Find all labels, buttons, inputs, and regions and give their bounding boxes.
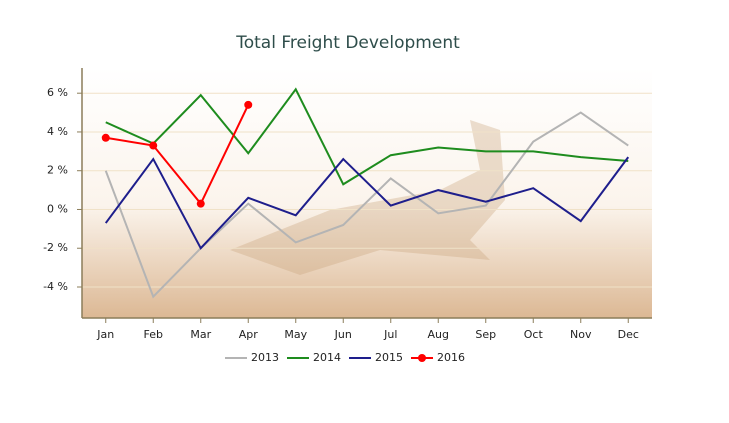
x-tick-label: May [284,328,307,341]
series-line [104,156,630,250]
y-tick-label: 2 % [47,164,68,177]
series-line [105,87,629,186]
x-tick-label: Aug [428,328,449,341]
series-line [105,104,250,206]
x-tick-label: Jun [334,328,352,341]
x-tick-label: Apr [239,328,259,341]
x-tick-label: Dec [618,328,639,341]
legend-label: 2013 [251,351,279,364]
series-line [104,111,629,299]
legend-label: 2016 [437,351,465,364]
y-tick-label: 0 % [47,202,68,215]
legend-marker [418,354,426,362]
x-tick-label: Jan [96,328,114,341]
x-tick-label: Oct [524,328,544,341]
chart-title: Total Freight Development [235,33,460,53]
y-tick-label: -4 % [43,280,68,293]
data-point [149,141,158,150]
y-tick-label: 4 % [47,125,68,138]
background-art [230,120,505,275]
data-point [101,133,110,142]
x-tick-label: Nov [570,328,592,341]
y-tick-label: 6 % [47,86,68,99]
x-tick-label: Feb [144,328,163,341]
x-tick-label: Jul [383,328,397,341]
y-tick-label: -2 % [43,241,68,254]
data-point [196,199,205,208]
x-tick-label: Sep [475,328,496,341]
data-point [244,100,253,109]
legend-label: 2014 [313,351,341,364]
legend-label: 2015 [375,351,403,364]
x-tick-label: Mar [190,328,211,341]
plot-background [82,68,652,318]
